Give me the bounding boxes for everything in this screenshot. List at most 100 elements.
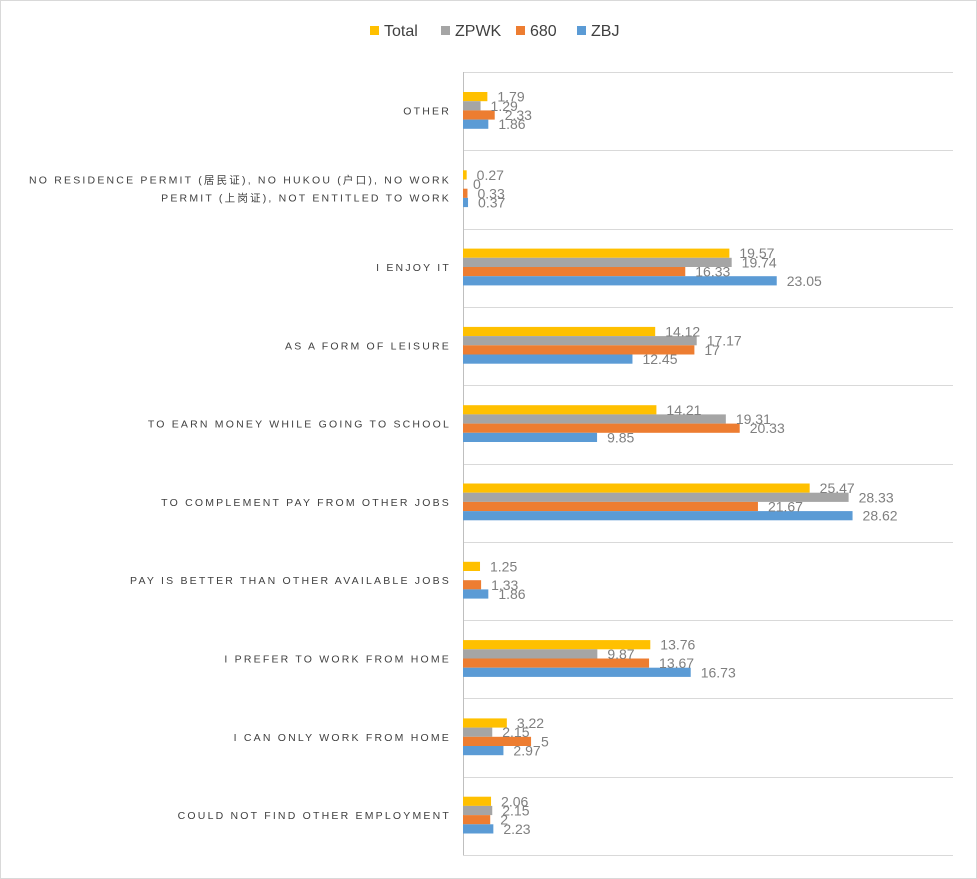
- data-label-680: 5: [541, 733, 549, 749]
- category-label: PERMIT (上岗证), NOT ENTITLED TO WORK: [161, 193, 451, 205]
- data-label-zpwk: 17.17: [707, 333, 742, 349]
- data-label-zbj: 28.62: [863, 508, 898, 524]
- legend-swatch-zpwk: [441, 26, 450, 35]
- bar-680: [463, 736, 532, 746]
- bar-zbj: [463, 589, 489, 599]
- bar-zpwk: [463, 492, 849, 502]
- data-label-zbj: 2.23: [503, 821, 530, 837]
- bar-680: [463, 580, 482, 590]
- data-label-total: 14.21: [666, 402, 701, 418]
- bar-zpwk: [463, 727, 493, 737]
- bar-zpwk: [463, 414, 726, 424]
- bar-zbj: [463, 432, 598, 442]
- bar-680: [463, 267, 686, 277]
- data-label-zbj: 16.73: [701, 664, 736, 680]
- legend-swatch-zbj: [577, 26, 586, 35]
- category-label: PAY IS BETTER THAN OTHER AVAILABLE JOBS: [130, 575, 451, 587]
- bar-total: [463, 248, 730, 258]
- data-label-zpwk: 2.15: [502, 724, 529, 740]
- data-label-680: 0.33: [477, 185, 504, 201]
- bar-zpwk: [463, 257, 732, 267]
- category-label: I CAN ONLY WORK FROM HOME: [234, 732, 451, 744]
- bar-zpwk: [463, 336, 697, 346]
- data-label-zpwk: 19.74: [742, 254, 777, 270]
- bar-total: [463, 170, 467, 180]
- gridlines: [463, 72, 953, 856]
- category-label: I ENJOY IT: [376, 262, 451, 274]
- data-label-680: 20.33: [750, 420, 785, 436]
- bar-680: [463, 658, 650, 668]
- data-label-680: 17: [704, 342, 720, 358]
- bars: [463, 92, 853, 834]
- category-label: TO COMPLEMENT PAY FROM OTHER JOBS: [161, 497, 451, 509]
- bar-total: [463, 561, 481, 571]
- bar-zpwk: [463, 649, 598, 659]
- data-label-total: 3.22: [517, 715, 544, 731]
- data-label-680: 21.67: [768, 499, 803, 515]
- bar-zbj: [463, 354, 633, 364]
- bar-zbj: [463, 276, 777, 286]
- bar-zbj: [463, 119, 489, 129]
- data-label-zpwk: 9.87: [607, 646, 634, 662]
- data-label-total: 13.76: [660, 637, 695, 653]
- data-label-zbj: 2.97: [513, 743, 540, 759]
- data-label-zbj: 1.86: [498, 586, 525, 602]
- bar-680: [463, 188, 468, 198]
- legend-label-total: Total: [384, 23, 418, 40]
- bar-total: [463, 796, 492, 806]
- bar-680: [463, 815, 491, 825]
- legend: Total ZPWK 680 ZBJ: [370, 23, 619, 40]
- category-label: COULD NOT FIND OTHER EMPLOYMENT: [178, 810, 451, 822]
- legend-swatch-total: [370, 26, 379, 35]
- bar-zbj: [463, 197, 469, 208]
- bar-zbj: [463, 824, 494, 834]
- legend-label-680: 680: [530, 23, 557, 40]
- data-label-zbj: 9.85: [607, 429, 634, 445]
- category-label: NO RESIDENCE PERMIT (居民证), NO HUKOU (户口)…: [29, 174, 451, 187]
- data-label-zbj: 0.37: [478, 195, 505, 211]
- data-label-680: 2.33: [505, 107, 532, 123]
- data-label-total: 14.12: [665, 324, 700, 340]
- bar-total: [463, 92, 488, 102]
- legend-swatch-680: [516, 26, 525, 35]
- data-label-total: 19.57: [739, 245, 774, 261]
- legend-label-zbj: ZBJ: [591, 23, 619, 40]
- data-label-zpwk: 2.15: [502, 803, 529, 819]
- data-label-total: 25.47: [820, 480, 855, 496]
- data-label-zbj: 23.05: [787, 273, 822, 289]
- bar-zbj: [463, 746, 504, 756]
- bar-total: [463, 640, 651, 650]
- data-label-total: 1.79: [497, 89, 524, 105]
- data-label-zpwk: 19.31: [736, 411, 771, 427]
- bar-total: [463, 483, 810, 493]
- data-label-total: 2.06: [501, 793, 528, 809]
- bar-680: [463, 423, 740, 433]
- category-label: AS A FORM OF LEISURE: [285, 340, 451, 352]
- bar-680: [463, 345, 695, 355]
- data-label-zpwk: 28.33: [859, 489, 894, 505]
- data-label-680: 1.33: [491, 577, 518, 593]
- bar-zbj: [463, 511, 853, 521]
- category-label: TO EARN MONEY WHILE GOING TO SCHOOL: [148, 419, 451, 431]
- data-label-total: 0.27: [477, 167, 504, 183]
- bar-zbj: [463, 667, 691, 677]
- bar-680: [463, 501, 758, 512]
- data-label-zpwk: 0: [473, 176, 481, 192]
- category-label: OTHER: [403, 105, 451, 117]
- bar-total: [463, 326, 656, 337]
- data-label-total: 1.25: [490, 558, 517, 574]
- data-label-zpwk: 1.29: [491, 98, 518, 114]
- data-label-680: 13.67: [659, 655, 694, 671]
- category-labels: OTHER NO RESIDENCE PERMIT (居民证), NO HUKOU…: [29, 105, 451, 822]
- data-label-680: 2: [500, 812, 508, 828]
- data-label-zbj: 1.86: [498, 116, 525, 132]
- bar-total: [463, 405, 657, 415]
- data-label-680: 16.33: [695, 264, 730, 280]
- bar-zpwk: [463, 805, 493, 816]
- data-labels: 1.791.292.331.860.2700.330.3719.5719.741…: [473, 89, 898, 837]
- data-label-zbj: 12.45: [642, 351, 677, 367]
- bar-680: [463, 110, 495, 120]
- legend-label-zpwk: ZPWK: [455, 23, 502, 40]
- bar-total: [463, 718, 507, 728]
